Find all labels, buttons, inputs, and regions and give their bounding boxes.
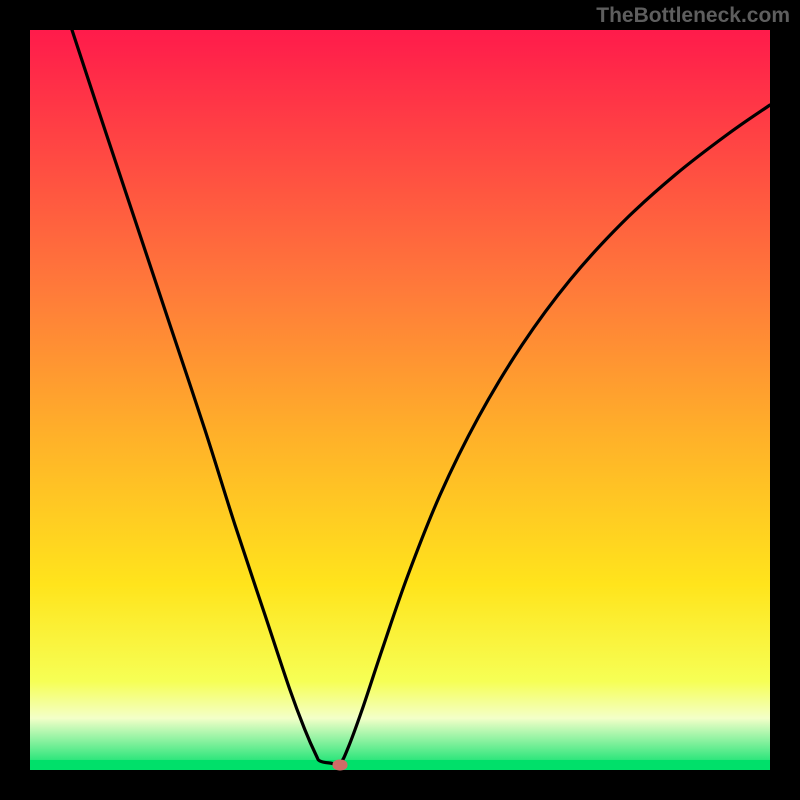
watermark-text: TheBottleneck.com [596,4,790,28]
chart-frame: TheBottleneck.com [0,0,800,800]
optimal-point-marker [333,760,348,771]
bottleneck-curve [30,30,770,770]
plot-area [30,30,770,770]
